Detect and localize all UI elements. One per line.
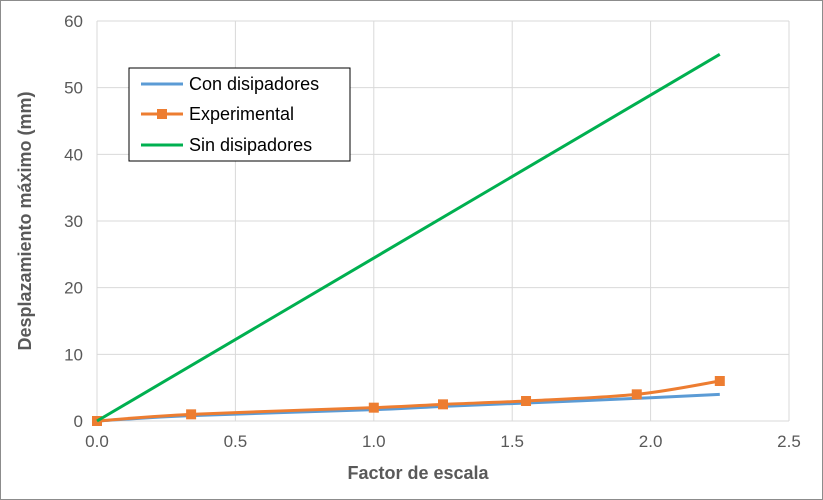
y-tick-label-0: 0 <box>74 412 83 431</box>
x-tick-label-5: 2.5 <box>777 432 801 451</box>
legend-marker-experimental <box>157 109 167 119</box>
data-point-experimental-1 <box>186 409 197 420</box>
y-tick-label-6: 60 <box>64 12 83 31</box>
series-layer <box>92 53 725 426</box>
x-tick-label-3: 1.5 <box>500 432 524 451</box>
x-tick-label-0: 0.0 <box>85 432 109 451</box>
y-axis-title: Desplazamiento máximo (mm) <box>15 91 35 350</box>
y-tick-label-3: 30 <box>64 212 83 231</box>
data-point-experimental-5 <box>631 389 642 400</box>
x-tick-label-4: 2.0 <box>639 432 663 451</box>
y-tick-label-4: 40 <box>64 145 83 164</box>
y-tick-label-1: 10 <box>64 345 83 364</box>
data-point-experimental-2 <box>368 402 379 413</box>
data-point-experimental-6 <box>714 376 725 386</box>
x-axis-title: Factor de escala <box>347 463 489 483</box>
legend-entry-experimental: Experimental <box>141 104 294 124</box>
y-tick-label-5: 50 <box>64 79 83 98</box>
legend: Con disipadores Experimental Sin disipad… <box>128 67 351 162</box>
series-line-sin-disipadores <box>96 53 721 423</box>
data-point-experimental-4 <box>521 396 532 406</box>
data-point-experimental-3 <box>438 399 448 410</box>
legend-label-con-disipadores: Con disipadores <box>189 74 319 94</box>
legend-entry-con-disipadores: Con disipadores <box>141 74 319 94</box>
legend-entry-sin-disipadores: Sin disipadores <box>141 135 312 155</box>
legend-label-experimental: Experimental <box>189 104 294 124</box>
tick-labels: 0 10 20 30 40 50 60 0.0 0.5 1.0 1.5 2.0 2.5 <box>64 12 801 451</box>
x-tick-label-1: 0.5 <box>224 432 248 451</box>
legend-label-sin-disipadores: Sin disipadores <box>189 135 312 155</box>
x-tick-label-2: 1.0 <box>362 432 386 451</box>
y-tick-label-2: 20 <box>64 279 83 298</box>
